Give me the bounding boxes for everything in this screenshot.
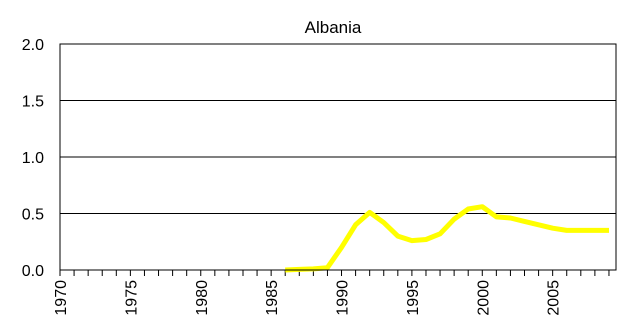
x-tick-label: 2000 [475,280,492,316]
x-tick-label: 2005 [546,280,563,316]
x-axis-ticks: 1970 1975 1980 1985 1990 1995 2000 2005 [53,270,610,316]
x-tick-label: 1980 [194,280,211,316]
plot-frame [59,43,617,271]
chart-title: Albania [305,18,362,37]
y-tick-label: 1.5 [22,94,44,111]
x-tick-label: 1970 [53,280,70,316]
series-group [285,204,610,273]
x-tick-label: 1995 [405,280,422,316]
y-tick-label: 2.0 [22,37,44,54]
y-axis-ticks: 0.0 0.5 1.0 1.5 2.0 [22,37,44,280]
y-tick-label: 1.0 [22,150,44,167]
x-tick-label: 1985 [264,280,281,316]
series-line [285,204,609,273]
y-tick-label: 0.5 [22,207,44,224]
y-tick-label: 0.0 [22,263,44,280]
x-tick-label: 1990 [335,280,352,316]
x-tick-label: 1975 [123,280,140,316]
gridlines [60,100,616,214]
